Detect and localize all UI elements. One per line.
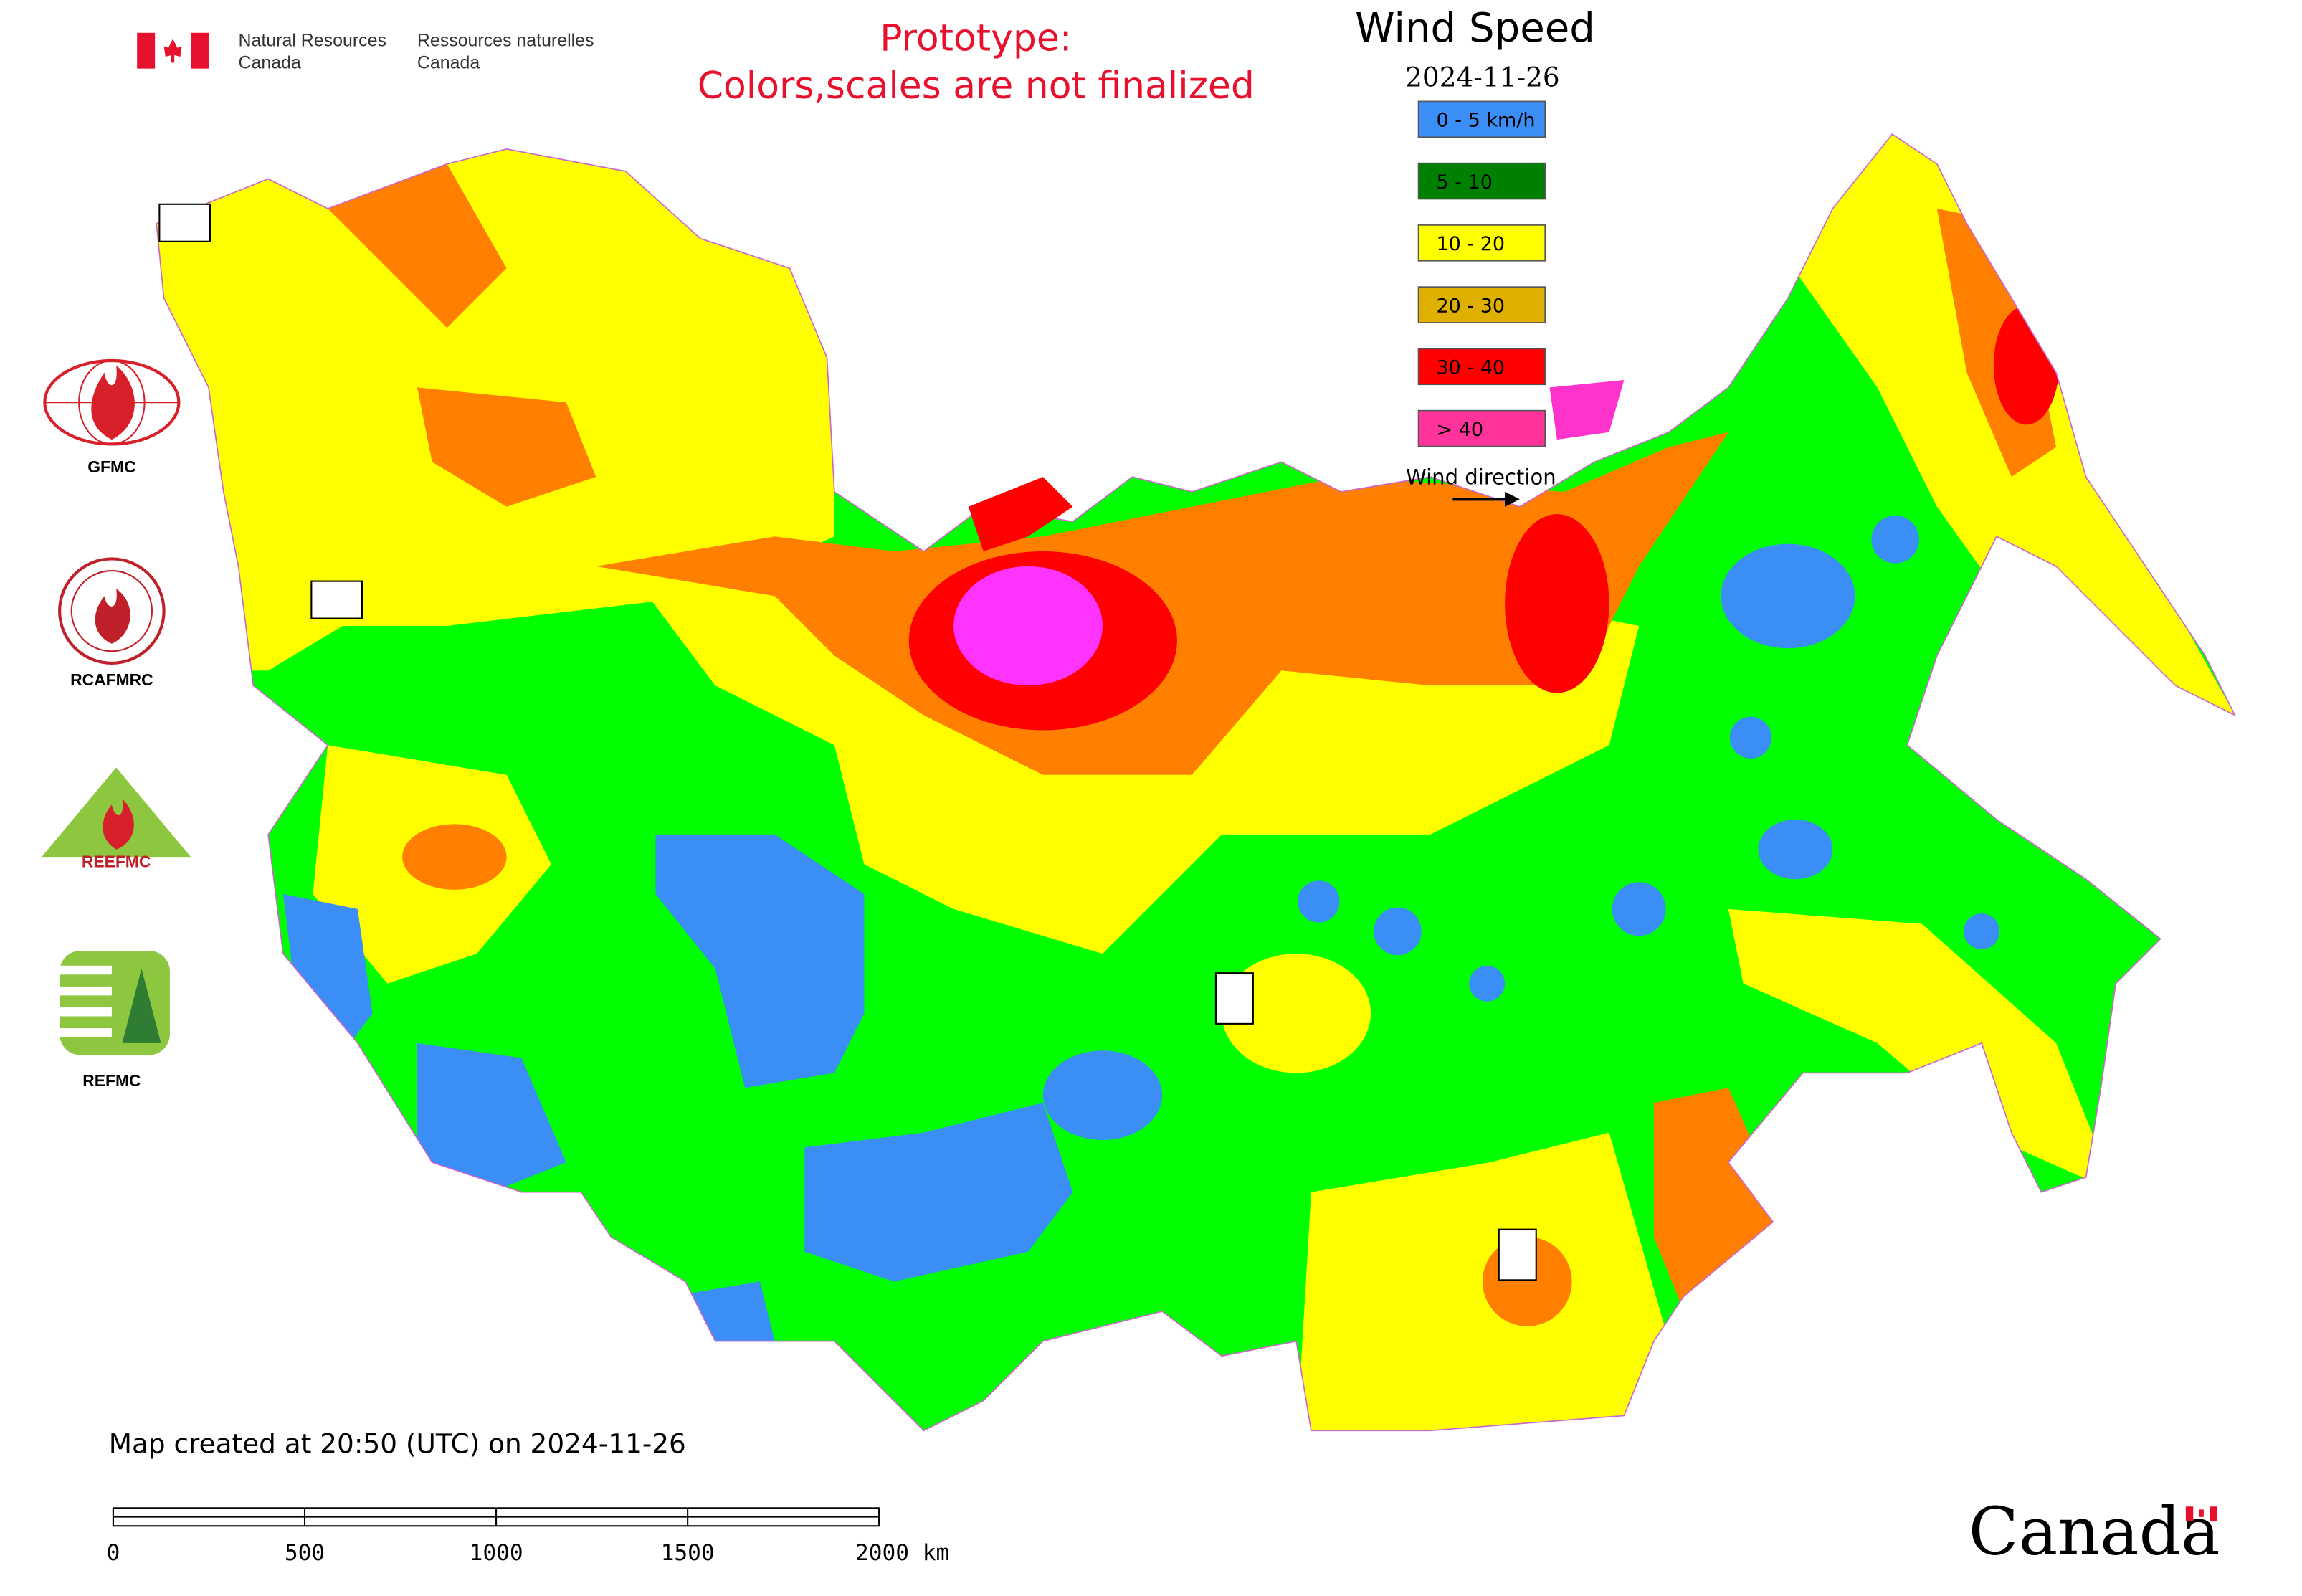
zone-orange [417,387,596,507]
zone-yellow [1728,908,2116,1192]
scale-bar-label: 2000 km [855,1540,949,1566]
zone-yellow [1296,1132,1669,1431]
logo-refmc [60,951,170,1055]
logo-gfmc [43,358,181,446]
legend-label: 10 - 20 [1436,233,1505,255]
map-marker [1498,1228,1537,1281]
legend-swatch [1417,348,1546,386]
zone-blue [1374,907,1422,956]
zone-blue [670,1281,775,1357]
logo-label: REEFMC [82,852,151,871]
map-marker [310,580,363,619]
zone-blue [804,1103,1073,1282]
canada-wordmark: Canada [1969,1493,2220,1570]
legend-title: Wind Speed [1355,5,1595,52]
zone-orange [328,163,507,328]
zone-orange [402,824,507,890]
legend-swatch [1417,409,1546,447]
legend-label: 20 - 30 [1436,295,1505,317]
zone-blue [655,834,865,1088]
zone-blue [417,1042,566,1192]
zone-yellow [1222,954,1371,1073]
country-border [156,133,2237,1432]
notice: Colors,scales are not finalized [698,65,1255,108]
zone-yellow [1698,134,2235,716]
zone-blue [1298,880,1340,923]
map-marker [158,203,211,242]
scale-bar: 0 500 1000 1500 2000 km [107,1507,949,1566]
legend-label: 30 - 40 [1436,357,1505,379]
zone-blue [1964,913,2000,949]
canada-flag [137,32,209,69]
legend-swatch [1417,100,1546,138]
legend-date: 2024-11-26 [1405,62,1560,93]
header-french: Canada [417,53,480,73]
zone-orange [1653,1088,1788,1311]
legend: 0 - 5 km/h 5 - 10 10 - 20 20 - 30 30 - 40 > 4… [1417,100,1546,447]
logo-label: GFMC [87,457,135,476]
logo-label: RCAFMRC [70,670,153,689]
legend-swatch [1417,162,1546,200]
header-french: Ressources naturelles [417,30,594,50]
header-english: Natural Resources [239,30,386,50]
scale-bar-label: 500 [285,1540,325,1566]
island [1549,380,1625,440]
notice: Prototype: [880,17,1072,60]
map-created: Map created at 20:50 (UTC) on 2024-11-26 [109,1428,686,1459]
zone-blue [1612,882,1666,936]
zone-blue [1729,716,1772,759]
zone-magenta [953,566,1103,686]
zone-red [1505,514,1609,693]
zone-blue [1758,820,1833,880]
legend-swatch [1417,286,1546,323]
zone-blue [1042,1050,1163,1140]
scale-bar-label: 1500 [661,1540,715,1566]
zone-blue [1469,965,1506,1002]
wind-direction-label: Wind direction [1406,465,1556,490]
logo-reefmc [42,767,191,858]
scale-bar-label: 0 [107,1540,120,1566]
legend-label: 0 - 5 km/h [1436,110,1535,132]
legend-label: 5 - 10 [1436,171,1492,194]
zone-blue [1721,543,1855,649]
logo-label: REFMC [82,1071,141,1090]
island [968,477,1073,552]
zone-blue [1871,516,1919,564]
wordmark-flag [2185,1506,2217,1522]
legend-label: > 40 [1436,419,1483,441]
logo-rcafmrc [58,557,166,665]
wind-direction-arrow [1452,491,1520,507]
zone-orange [1914,1147,1974,1207]
map-marker [1214,972,1254,1025]
header-english: Canada [239,53,301,73]
legend-swatch [1417,224,1546,262]
scale-bar-label: 1000 [470,1540,523,1566]
